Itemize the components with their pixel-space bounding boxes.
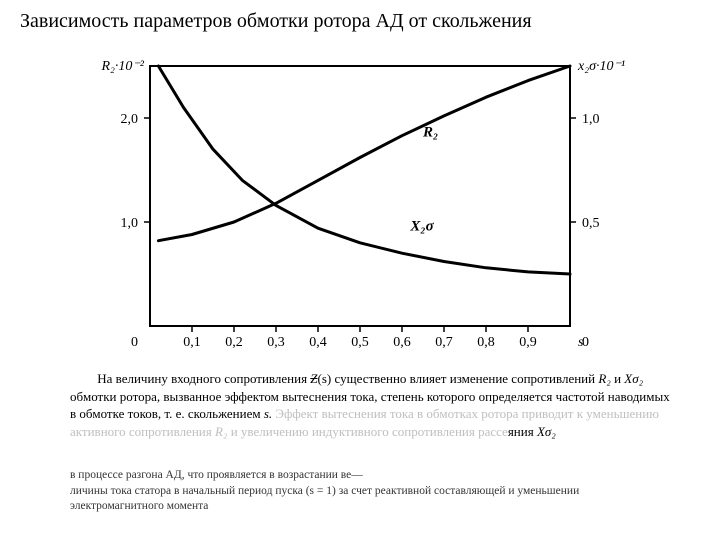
slide-title: Зависимость параметров обмотки ротора АД…: [20, 10, 700, 33]
svg-text:0,9: 0,9: [519, 335, 537, 350]
svg-text:1,0: 1,0: [121, 216, 139, 231]
svg-text:0: 0: [131, 335, 138, 350]
svg-text:0,7: 0,7: [435, 335, 453, 350]
body-paragraph-1: На величину входного сопротивления Z(s) …: [70, 370, 670, 440]
svg-text:X₂σ: X₂σ: [409, 218, 434, 234]
svg-text:R₂: R₂: [422, 125, 438, 141]
svg-text:0,5: 0,5: [351, 335, 369, 350]
svg-text:0,5: 0,5: [582, 216, 600, 231]
svg-text:0,2: 0,2: [225, 335, 243, 350]
svg-text:0,1: 0,1: [183, 335, 201, 350]
slide-root: Зависимость параметров обмотки ротора АД…: [0, 0, 720, 540]
svg-text:2,0: 2,0: [121, 112, 139, 127]
svg-text:1,0: 1,0: [582, 112, 600, 127]
rotor-params-chart: 0,10,20,30,40,50,60,70,80,9s01,02,0R₂·10…: [90, 56, 630, 356]
svg-text:0,3: 0,3: [267, 335, 285, 350]
svg-text:0: 0: [582, 335, 589, 350]
svg-text:0,6: 0,6: [393, 335, 411, 350]
svg-text:0,4: 0,4: [309, 335, 327, 350]
svg-text:x₂σ·10⁻¹: x₂σ·10⁻¹: [577, 59, 625, 74]
body-paragraph-2: в процессе разгона АД, что проявляется в…: [70, 468, 670, 515]
chart-container: 0,10,20,30,40,50,60,70,80,9s01,02,0R₂·10…: [90, 56, 630, 356]
svg-text:R₂·10⁻²: R₂·10⁻²: [100, 59, 144, 74]
svg-text:0,8: 0,8: [477, 335, 495, 350]
